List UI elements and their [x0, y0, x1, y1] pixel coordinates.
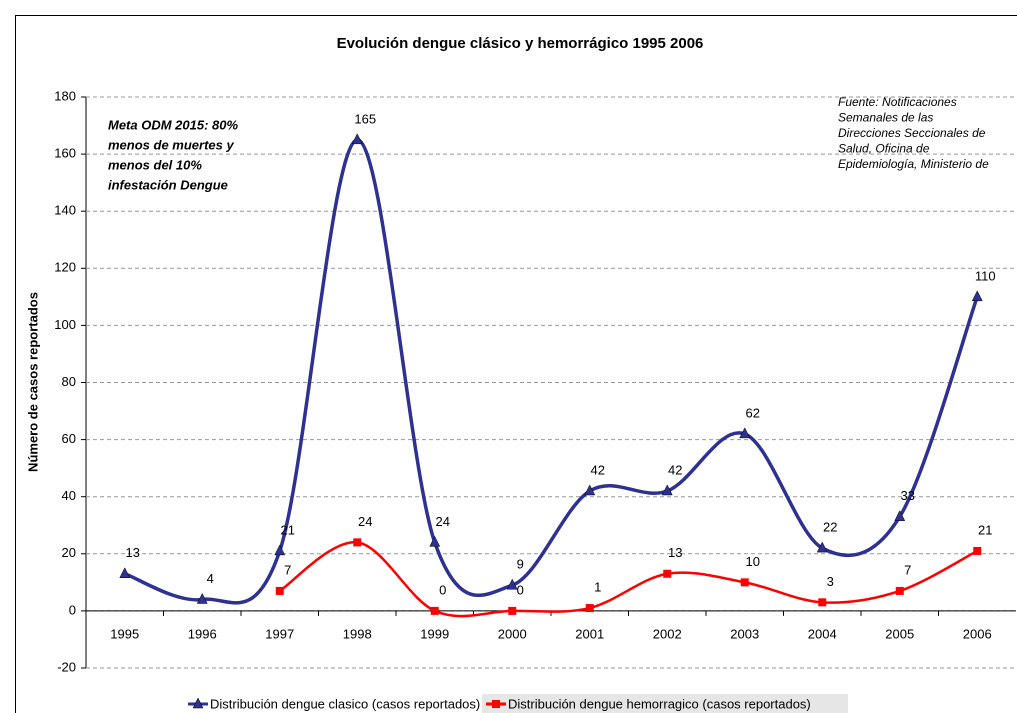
source-note: Fuente: Notificaciones: [838, 95, 957, 109]
data-label: 21: [978, 522, 992, 537]
data-label: 7: [904, 562, 911, 577]
point-marker: [351, 133, 363, 145]
point-marker: [585, 604, 594, 613]
data-label: 13: [668, 545, 682, 560]
point-marker: [740, 578, 749, 587]
point-marker: [584, 484, 596, 496]
point-marker: [274, 544, 286, 556]
series-line: [279, 541, 978, 618]
point-marker: [196, 592, 208, 604]
x-tick-label: 2001: [575, 626, 604, 641]
x-tick-label: 2005: [885, 626, 914, 641]
data-label: 10: [746, 554, 760, 569]
point-marker: [973, 546, 982, 555]
legend-bg: [482, 694, 848, 713]
data-label: 42: [668, 462, 682, 477]
point-marker: [353, 538, 362, 547]
chart-title: Evolución dengue clásico y hemorrágico 1…: [337, 35, 704, 52]
x-tick-label: 1998: [343, 626, 372, 641]
data-label: 110: [975, 268, 996, 283]
y-tick-label: 80: [62, 374, 76, 389]
goal-note: menos de muertes y: [108, 137, 234, 152]
y-tick-label: 120: [54, 260, 76, 275]
y-tick-label: 100: [54, 317, 76, 332]
point-marker: [506, 578, 518, 590]
point-marker: [508, 606, 517, 615]
y-tick-label: -20: [57, 659, 76, 674]
point-marker: [429, 535, 441, 547]
goal-note: Meta ODM 2015: 80%: [108, 117, 238, 132]
x-tick-label: 1997: [265, 626, 294, 641]
point-marker: [894, 510, 906, 521]
y-axis-label: Número de casos reportados: [25, 292, 40, 472]
data-label: 62: [746, 405, 760, 420]
y-tick-label: 180: [54, 88, 76, 103]
x-tick-label: 1996: [188, 626, 217, 641]
data-label: 9: [517, 557, 524, 572]
point-marker: [192, 697, 204, 709]
data-label: 0: [439, 582, 446, 597]
data-label: 21: [281, 522, 295, 537]
x-tick-label: 2002: [653, 626, 682, 641]
point-marker: [663, 569, 672, 578]
source-note: Direcciones Seccionales de: [838, 126, 986, 140]
point-marker: [430, 606, 439, 615]
data-label: 24: [358, 514, 372, 529]
data-label: 42: [591, 462, 605, 477]
y-tick-label: 60: [62, 431, 76, 446]
point-marker: [971, 290, 983, 302]
source-note: Semanales de las: [838, 111, 933, 125]
x-tick-label: 1995: [110, 626, 139, 641]
data-label: 4: [207, 571, 214, 586]
point-marker: [275, 586, 284, 595]
y-tick-label: 40: [62, 488, 76, 503]
data-label: 22: [823, 520, 837, 535]
point-marker: [816, 541, 828, 553]
source-note: Epidemiología, Ministerio de: [838, 157, 989, 171]
legend-label: Distribución dengue hemorragico (casos r…: [508, 696, 811, 711]
data-label: 165: [354, 111, 376, 126]
point-marker: [119, 567, 131, 579]
y-tick-label: 140: [54, 203, 76, 218]
source-note: Salud, Oficina de: [838, 142, 930, 156]
data-label: 33: [901, 488, 915, 503]
data-label: 7: [284, 562, 291, 577]
y-tick-label: 160: [54, 146, 76, 161]
data-label: 0: [517, 582, 524, 597]
x-tick-label: 2003: [730, 626, 759, 641]
point-marker: [661, 484, 673, 496]
point-marker: [818, 598, 827, 607]
x-tick-label: 2004: [808, 626, 837, 641]
x-tick-label: 2000: [498, 626, 527, 641]
point-marker: [492, 700, 500, 708]
data-label: 24: [436, 514, 450, 529]
data-label: 1: [594, 579, 601, 594]
goal-note: infestación Dengue: [108, 177, 228, 192]
goal-note: menos del 10%: [108, 157, 202, 172]
y-tick-label: 20: [62, 545, 76, 560]
point-marker: [739, 427, 751, 439]
x-tick-label: 2006: [963, 626, 992, 641]
point-marker: [895, 586, 904, 595]
data-label: 3: [827, 574, 834, 589]
legend-label: Distribución dengue clasico (casos repor…: [210, 696, 480, 711]
data-label: 13: [126, 545, 140, 560]
x-tick-label: 1999: [420, 626, 449, 641]
y-tick-label: 0: [69, 602, 76, 617]
